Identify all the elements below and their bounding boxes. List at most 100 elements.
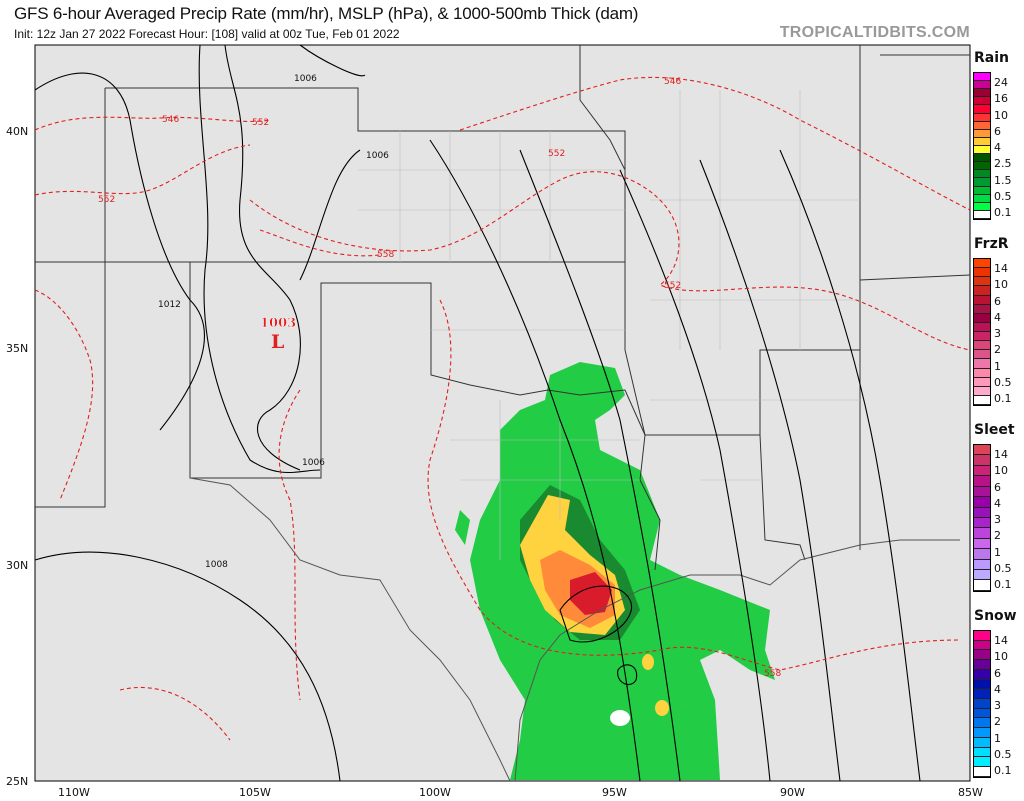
legend-tick-label: 6 [994,124,1001,138]
thickness-labels: 546 546 552 552 552 558 552 558 [98,77,781,679]
legend-swatch [974,350,990,360]
legend-swatch [974,708,990,719]
lon-label: 110W [58,786,90,799]
lat-label: 40N [6,125,28,138]
legend-swatch [974,277,990,287]
county-grid [358,90,860,560]
isobar-label: 1008 [205,560,228,570]
thickness-label: 552 [98,195,115,205]
state-borders [35,45,971,782]
lon-label: 105W [239,786,271,799]
legend-tick-label: 1 [994,545,1001,559]
legend-tick-label: 0.1 [994,206,1012,219]
legend-swatch [974,689,990,700]
legend-swatch [974,162,990,171]
legend-tick-label: 10 [994,650,1008,664]
legend-tick-label: 2 [994,343,1001,357]
legend-swatch [974,455,990,466]
lon-label: 85W [958,786,983,799]
legend-swatch [974,465,990,477]
latitude-labels: 40N 35N 30N 25N [6,125,28,788]
legend-swatch [974,268,990,278]
legend-swatch [974,559,990,571]
legend-tick-label: 3 [994,699,1001,712]
legend-swatch [974,580,990,591]
legend-tick-label: 14 [994,262,1008,275]
thickness-label: 558 [377,250,394,260]
map-title: GFS 6-hour Averaged Precip Rate (mm/hr),… [14,4,639,23]
legend-colorbar-frzr [973,258,991,406]
legend-tick-label: 10 [994,464,1008,478]
legend-swatch [974,202,990,211]
legend-swatch [974,304,990,314]
legend-swatch [974,129,990,138]
legend-swatch [974,737,990,748]
legend-swatch [974,377,990,387]
legend-tick-label: 2 [994,529,1001,543]
isobar-label: 1006 [294,74,317,84]
legend-swatch [974,650,990,661]
legend-tick-label: 4 [994,496,1001,510]
legend-swatch [974,154,990,163]
thickness-label: 552 [664,281,681,291]
legend-tick-label: 0.1 [994,392,1012,405]
legend-swatch [974,145,990,155]
legend-swatch [974,757,990,768]
legend-tick-label: 14 [994,448,1008,461]
thickness-label: 552 [548,149,565,159]
legend-swatch [974,517,990,529]
legend-tick-label: 6 [994,666,1001,680]
legend-swatch [974,386,990,396]
legend-swatch [974,669,990,680]
low-pressure-value: 1003 [260,316,296,331]
legend-swatch [974,194,990,203]
legend-swatch [974,679,990,690]
legend-swatch [974,121,990,130]
lat-label: 25N [6,775,28,788]
isobar-labels: 1006 1006 1012 1006 1008 [158,74,389,570]
legend-tick-label: 6 [994,480,1001,494]
legend-tick-label: 4 [994,310,1001,324]
map-frame [34,44,971,782]
legend-title-frzr: FrzR [974,236,1009,252]
thickness-label: 546 [162,115,179,125]
legend-swatch [974,395,990,405]
legend-swatch [974,507,990,518]
legend-title-sleet: Sleet [974,422,1015,438]
thickness-label: 546 [664,77,681,87]
legend-tick-label: 1.5 [994,173,1012,187]
thickness-label: 558 [764,669,781,679]
legend-tick-label: 0.5 [994,747,1012,761]
legend-swatch [974,137,990,146]
legend-tick-label: 2 [994,715,1001,729]
lat-label: 30N [6,559,28,572]
legend-swatch [974,89,990,98]
legend-swatch [974,767,990,777]
isobar-label: 1006 [302,458,325,468]
legend-tick-label: 14 [994,634,1008,647]
legend-tick-label: 6 [994,294,1001,308]
legend-swatch [974,322,990,332]
legend-tick-label: 0.5 [994,189,1012,203]
legend-swatch [974,497,990,508]
legend-tick-label: 10 [994,108,1008,122]
isobars [34,44,921,782]
legend-colorbar-sleet [973,444,991,592]
legend-tick-label: 16 [994,92,1008,106]
legend-swatch [974,486,990,498]
legend-tick-label: 0.5 [994,561,1012,575]
legend-swatch [974,97,990,106]
isobar-label: 1006 [366,151,389,161]
legend-tick-label: 4 [994,141,1001,154]
longitude-labels: 110W 105W 100W 95W 90W 85W [58,786,983,799]
legend-swatch [974,747,990,758]
legend-swatch [974,368,990,378]
legend-colorbar-rain [973,72,991,220]
brand-watermark: TROPICALTIDBITS.COM [779,24,970,41]
legend-tick-label: 10 [994,278,1008,292]
legend-swatch [974,718,990,729]
isobar-label: 1012 [158,300,181,310]
legend-swatch [974,631,990,641]
legend-swatch [974,570,990,581]
